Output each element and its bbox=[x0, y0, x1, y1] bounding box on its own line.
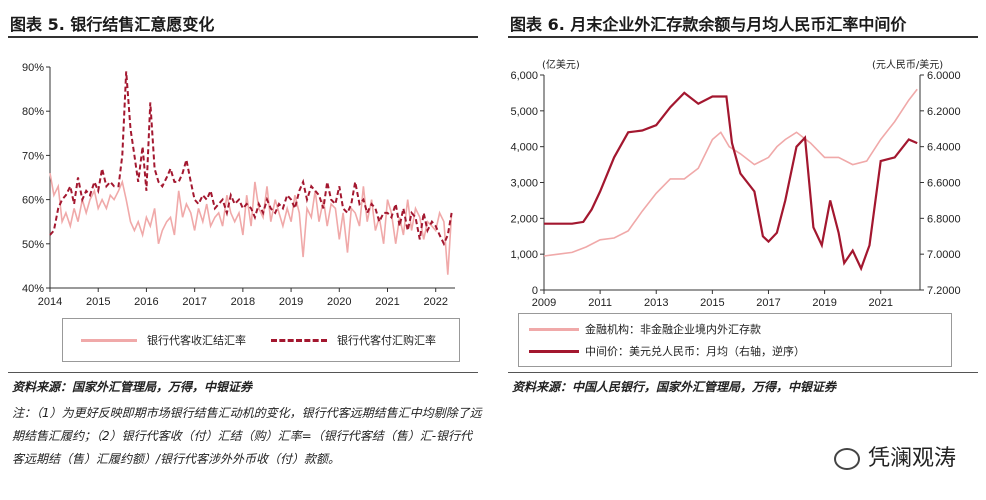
right-y-tick-label: 6.4000 bbox=[927, 142, 961, 154]
title-rule bbox=[508, 36, 978, 38]
legend-swatch-dashed bbox=[271, 339, 327, 342]
right-y-tick-label: 6.8000 bbox=[927, 213, 961, 225]
wechat-icon bbox=[833, 448, 860, 470]
x-tick-label: 2013 bbox=[644, 297, 668, 309]
legend-swatch-red bbox=[529, 350, 579, 353]
left-y-tick-label: 6,000 bbox=[510, 70, 538, 82]
legend-label: 银行代客收汇结汇率 bbox=[147, 334, 246, 347]
right-chart-title: 图表 6. 月末企业外汇存款余额与月均人民币汇率中间价 bbox=[510, 15, 907, 34]
x-tick-label: 2020 bbox=[327, 296, 351, 308]
right-panel: 图表 6. 月末企业外汇存款余额与月均人民币汇率中间价 (亿美元) (元人民币/… bbox=[500, 0, 986, 500]
x-tick-label: 2014 bbox=[38, 296, 62, 308]
series-line-settlement-ratio bbox=[49, 172, 453, 275]
x-tick-label: 2015 bbox=[86, 296, 110, 308]
series-line-purchase-ratio bbox=[49, 71, 453, 247]
x-tick-label: 2017 bbox=[182, 296, 206, 308]
left-y-tick-label: 0 bbox=[532, 285, 538, 297]
series-line-usdcny-midrate bbox=[544, 91, 918, 272]
legend-label: 金融机构：非金融企业境内外汇存款 bbox=[585, 323, 761, 336]
series-line-fx-deposits bbox=[543, 88, 918, 257]
legend-swatch-solid bbox=[81, 339, 137, 342]
x-tick-label: 2021 bbox=[375, 296, 399, 308]
source-rule bbox=[508, 372, 978, 373]
left-note: 注：（1）为更好反映即期市场银行结售汇动机的变化，银行代客远期结售汇中均剔除了远… bbox=[12, 406, 482, 466]
left-chart-title: 图表 5. 银行结售汇意愿变化 bbox=[10, 15, 215, 34]
x-tick-label: 2019 bbox=[812, 297, 836, 309]
y-tick-label: 40% bbox=[22, 283, 44, 295]
left-panel: 图表 5. 银行结售汇意愿变化 40% 50% 60% 70% 80% 90% 2014 20… bbox=[0, 0, 486, 500]
left-legend: 银行代客收汇结汇率 银行代客付汇购汇率 bbox=[62, 318, 460, 362]
y-tick-label: 60% bbox=[22, 195, 44, 207]
y-tick-label: 80% bbox=[22, 106, 44, 118]
source-rule bbox=[8, 372, 478, 373]
x-tick-label: 2018 bbox=[231, 296, 255, 308]
legend-swatch-pink bbox=[529, 328, 579, 331]
x-tick-label: 2019 bbox=[279, 296, 303, 308]
right-y-tick-label: 6.2000 bbox=[927, 106, 961, 118]
left-axis-unit: (亿美元) bbox=[542, 60, 580, 71]
y-tick-label: 70% bbox=[22, 150, 44, 162]
right-source: 资料来源：中国人民银行，国家外汇管理局，万得，中银证券 bbox=[512, 380, 837, 394]
left-y-tick-label: 4,000 bbox=[510, 142, 538, 154]
y-tick-label: 50% bbox=[22, 239, 44, 251]
x-tick-label: 2011 bbox=[588, 297, 612, 309]
left-y-tick-label: 3,000 bbox=[510, 178, 538, 190]
right-y-tick-label: 7.0000 bbox=[927, 249, 961, 261]
watermark-text: 凭澜观涛 bbox=[867, 446, 956, 471]
x-tick-label: 2017 bbox=[756, 297, 780, 309]
right-y-tick-label: 6.0000 bbox=[927, 70, 961, 82]
legend-label: 中间价：美元兑人民币：月均（右轴，逆序） bbox=[585, 345, 805, 358]
right-y-tick-label: 7.2000 bbox=[927, 285, 961, 297]
x-tick-label: 2022 bbox=[423, 296, 447, 308]
legend-label: 银行代客付汇购汇率 bbox=[337, 334, 436, 347]
left-source: 资料来源：国家外汇管理局，万得，中银证券 bbox=[12, 380, 253, 394]
right-y-tick-label: 6.6000 bbox=[927, 178, 961, 190]
x-tick-label: 2009 bbox=[532, 297, 556, 309]
x-tick-label: 2015 bbox=[700, 297, 724, 309]
right-chart: 0 1,000 2,000 3,000 4,000 5,000 6,000 6.0000 6.2… bbox=[510, 70, 961, 309]
y-tick-label: 90% bbox=[22, 62, 44, 74]
left-y-tick-label: 1,000 bbox=[510, 249, 538, 261]
left-y-tick-label: 5,000 bbox=[510, 106, 538, 118]
left-y-tick-label: 2,000 bbox=[510, 213, 538, 225]
right-legend: 金融机构：非金融企业境内外汇存款 中间价：美元兑人民币：月均（右轴，逆序） bbox=[518, 313, 952, 367]
x-tick-label: 2021 bbox=[868, 297, 892, 309]
right-axis-unit: (元人民币/美元) bbox=[872, 60, 944, 71]
left-chart: 40% 50% 60% 70% 80% 90% 2014 2015 2016 2017 2018 20… bbox=[22, 62, 455, 308]
x-tick-label: 2016 bbox=[134, 296, 158, 308]
title-rule bbox=[8, 36, 478, 38]
watermark: 凭澜观涛 bbox=[833, 440, 956, 472]
